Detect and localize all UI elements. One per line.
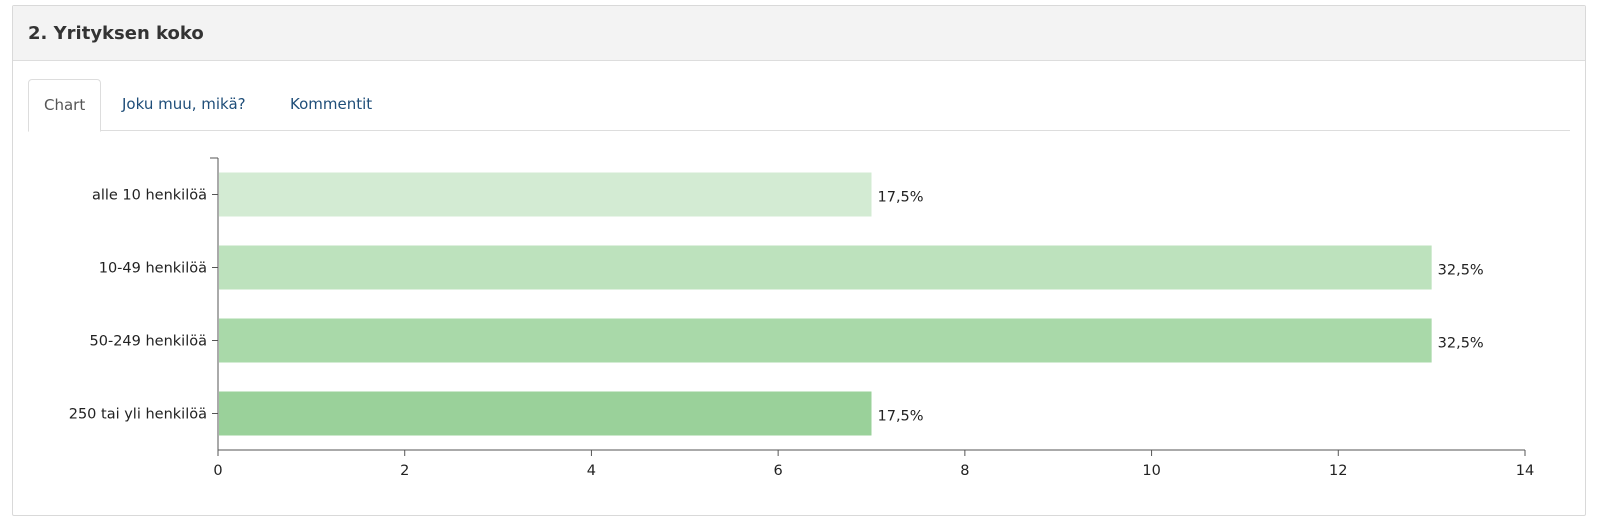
x-tick-label: 14: [1516, 463, 1534, 479]
bar: [219, 245, 1432, 290]
category-label: 50-249 henkilöä: [90, 334, 207, 350]
x-tick-label: 6: [774, 463, 783, 479]
x-tick-label: 4: [587, 463, 596, 479]
x-tick-label: 2: [400, 463, 409, 479]
value-label: 32,5%: [1438, 263, 1484, 279]
value-label: 17,5%: [878, 190, 924, 206]
x-tick-label: 10: [1142, 463, 1160, 479]
tab-bar: Chart Joku muu, mikä? Kommentit: [28, 79, 1570, 132]
x-tick-label: 12: [1329, 463, 1347, 479]
category-label: 10-49 henkilöä: [99, 261, 207, 277]
tab-kommentit[interactable]: Kommentit: [290, 95, 373, 113]
bar: [219, 391, 872, 436]
value-label: 17,5%: [878, 409, 924, 425]
tab-chart[interactable]: Chart: [28, 79, 102, 132]
x-tick-label: 0: [213, 463, 222, 479]
panel-header: 2. Yrityksen koko: [13, 6, 1585, 61]
bar: [219, 318, 1432, 363]
bar: [219, 172, 872, 217]
panel-title: 2. Yrityksen koko: [28, 22, 204, 44]
category-label: 250 tai yli henkilöä: [69, 407, 207, 423]
x-tick-label: 8: [960, 463, 969, 479]
tab-joku-muu[interactable]: Joku muu, mikä?: [122, 95, 246, 113]
value-label: 32,5%: [1438, 336, 1484, 352]
category-label: alle 10 henkilöä: [92, 188, 207, 204]
